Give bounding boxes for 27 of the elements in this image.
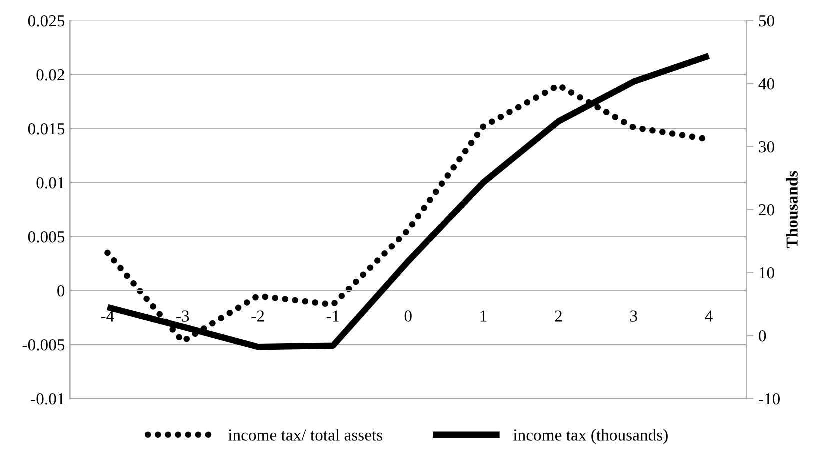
y-tick-label: -0.01 xyxy=(31,393,64,405)
x-tick-label: -2 xyxy=(252,310,264,322)
y2-tick-label: 20 xyxy=(759,204,774,216)
y2-tick-label: 0 xyxy=(759,330,766,342)
y2-tick-label: 10 xyxy=(760,267,774,279)
y-tick-label: 0.005 xyxy=(28,231,65,243)
y2-tick-label: 40 xyxy=(758,78,774,90)
y2-tick-label: 30 xyxy=(759,141,774,153)
x-tick-label: 4 xyxy=(705,310,713,322)
legend-label: income tax/ total assets xyxy=(228,429,383,441)
x-tick-label: 0 xyxy=(404,310,412,322)
x-tick-label: -3 xyxy=(176,310,190,322)
x-tick-label: 2 xyxy=(555,310,562,322)
legend-label: income tax (thousands) xyxy=(513,429,668,444)
y-tick-label: 0.02 xyxy=(36,69,64,81)
y-tick-label: -0.005 xyxy=(22,339,65,351)
x-tick-label: -1 xyxy=(326,310,340,322)
y2-axis-title: Thousands xyxy=(786,171,798,248)
x-tick-label: 1 xyxy=(480,310,487,322)
y-tick-label: 0.01 xyxy=(36,177,64,189)
x-tick-label: 3 xyxy=(630,310,638,322)
y-tick-label: 0 xyxy=(58,285,65,297)
y-tick-label: 0.015 xyxy=(28,123,65,135)
y2-tick-label: 50 xyxy=(759,15,774,27)
y-tick-label: 0.025 xyxy=(28,15,65,27)
y2-tick-label: -10 xyxy=(759,393,780,405)
x-tick-label: -4 xyxy=(101,310,114,322)
